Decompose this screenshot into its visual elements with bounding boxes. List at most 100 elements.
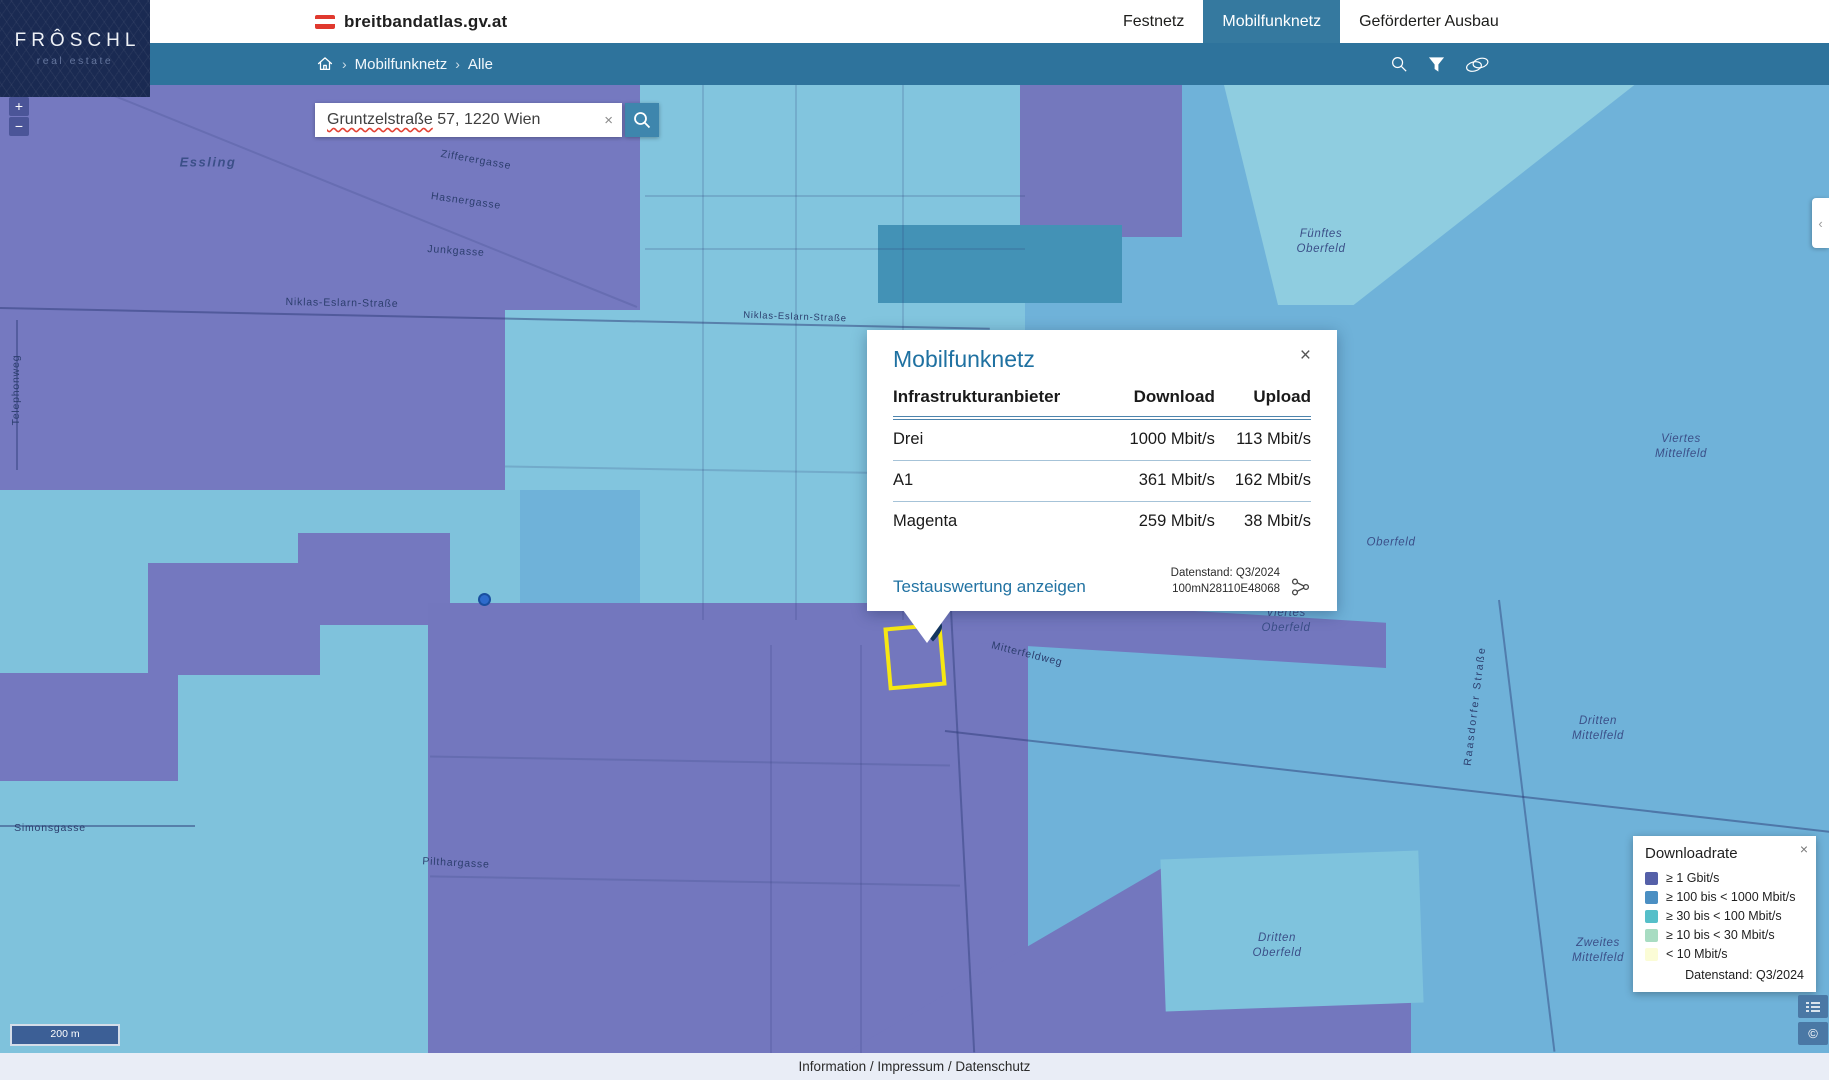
cell-upload: 162 Mbit/s [1214,460,1311,502]
top-header: breitbandatlas.gv.at Festnetz Mobilfunkne… [0,0,1829,43]
areas-icon[interactable] [1464,55,1490,74]
street-line [860,645,862,1053]
tab-mobilfunknetz[interactable]: Mobilfunknetz [1203,0,1341,43]
legend-label: < 10 Mbit/s [1666,947,1728,961]
datenstand-text: Datenstand: Q3/2024 [1170,567,1280,579]
cell-upload: 113 Mbit/s [1214,418,1311,461]
legend-datenstand: Datenstand: Q3/2024 [1685,968,1804,982]
mobilfunknetz-popup: Mobilfunknetz × Infrastrukturanbieter Do… [867,330,1337,644]
cell-provider: Magenta [893,512,958,530]
cell-download: 1000 Mbit/s [1085,418,1215,461]
zoom-in-button[interactable]: + [9,97,29,116]
footer-separator: / [866,1059,878,1074]
street-line [645,195,1025,197]
cell-upload: 38 Mbit/s [1244,512,1311,530]
zoom-controls: + − [9,97,29,136]
search-value-misspelled: Gruntzelstraße [327,111,433,128]
cell-id-text: 100mN28110E48068 [1172,582,1280,595]
copyright-button[interactable]: © [1798,1022,1828,1045]
testauswertung-link[interactable]: Testauswertung anzeigen [893,577,1086,597]
coverage-region [505,310,645,490]
share-icon[interactable] [1290,577,1311,597]
legend-swatch [1645,909,1658,923]
close-icon[interactable]: × [1799,841,1808,857]
legend-toggle-button[interactable] [1798,995,1828,1018]
panel-collapse-handle[interactable]: ‹ [1812,198,1829,248]
legend-swatch [1645,928,1658,942]
search-bar: Gruntzelstraße 57, 1220 Wien × [315,103,659,137]
search-button[interactable] [625,103,659,137]
logo-title: FRÔSCHL [14,30,141,51]
legend-item: < 10 Mbit/s [1645,947,1804,961]
popup-title: Mobilfunknetz [893,346,1035,372]
footer-separator: / [944,1059,956,1074]
breadcrumb: › Mobilfunknetz › Alle [316,43,493,85]
map-corner-buttons: © [1798,995,1828,1045]
coverage-region [0,315,515,490]
table-row: Drei 1000 Mbit/s 113 Mbit/s [893,418,1311,461]
legend-label: ≥ 100 bis < 1000 Mbit/s [1666,890,1796,904]
search-value: 57, 1220 Wien [432,111,541,128]
street-line [944,730,1829,833]
cell-download: 259 Mbit/s [1138,512,1215,530]
filter-icon[interactable] [1428,56,1445,73]
tab-geförderter-ausbau[interactable]: Geförderter Ausbau [1359,12,1499,30]
col-header-upload: Upload [1214,385,1311,420]
street-line [0,825,195,827]
table-row: A1 361 Mbit/s 162 Mbit/s [893,460,1311,502]
legend-swatch [1645,947,1658,961]
legend-label: ≥ 1 Gbit/s [1666,871,1720,885]
street-line [16,320,18,470]
magnifier-icon [634,112,651,129]
provider-table: Infrastrukturanbieter Download Upload Dr… [893,385,1311,542]
tab-festnetz[interactable]: Festnetz [1123,12,1185,30]
coverage-region [298,533,450,625]
search-icon[interactable] [1390,55,1409,74]
legend-item: ≥ 1 Gbit/s [1645,871,1804,885]
close-icon[interactable]: × [1299,345,1311,366]
legend-label: ≥ 30 bis < 100 Mbit/s [1666,909,1782,923]
brand[interactable]: breitbandatlas.gv.at [315,0,507,43]
footer-bar: Information / Impressum / Datenschutz [0,1053,1829,1080]
col-header-download: Download [1085,385,1215,420]
legend-item: ≥ 30 bis < 100 Mbit/s [1645,909,1804,923]
coverage-region [428,603,1028,1053]
legend-title: Downloadrate [1645,845,1738,862]
footer-link-impressum[interactable]: Impressum [877,1059,945,1074]
logo-subtitle: real estate [36,55,114,67]
provider-table-body: Drei 1000 Mbit/s 113 Mbit/s A1 361 Mbit/s 162… [893,418,1311,542]
coverage-region [1160,850,1424,1012]
breadcrumb-item-alle[interactable]: Alle [467,55,493,73]
breadcrumb-separator: › [342,56,347,72]
clear-search-icon[interactable]: × [604,111,613,129]
table-row: Magenta 259 Mbit/s 38 Mbit/s [893,502,1311,543]
street-line [702,85,704,620]
footer-link-datenschutz[interactable]: Datenschutz [955,1059,1031,1074]
list-icon [1806,1001,1820,1012]
legend-swatch [1645,871,1658,885]
zoom-out-button[interactable]: − [9,117,29,136]
street-line [645,248,1025,250]
col-header-provider: Infrastrukturanbieter [893,385,1086,420]
chevron-left-icon: ‹ [1818,215,1823,231]
breadcrumb-bar: › Mobilfunknetz › Alle [0,43,1829,85]
street-line [1498,599,1555,1052]
breadcrumb-item-mobilfunknetz[interactable]: Mobilfunknetz [354,55,448,73]
coverage-region [0,673,178,781]
street-line [770,645,772,1053]
footer-link-information[interactable]: Information [798,1059,867,1074]
toolbar-icons [1390,43,1490,85]
search-input[interactable]: Gruntzelstraße 57, 1220 Wien × [315,103,622,137]
legend-item: ≥ 10 bis < 30 Mbit/s [1645,928,1804,942]
nav-tabs: Festnetz Mobilfunknetz Geförderter Ausbau [1104,0,1518,43]
legend-swatch [1645,890,1658,904]
coverage-region [148,563,320,675]
legend-panel: × Downloadrate ≥ 1 Gbit/s ≥ 100 bis < 100… [1633,836,1816,992]
cell-provider: Drei [893,418,1086,461]
coverage-region [878,225,1122,303]
home-icon[interactable] [316,55,334,73]
street-line [795,85,797,620]
cell-download: 361 Mbit/s [1085,460,1215,502]
froeschl-logo: FRÔSCHL real estate [0,0,150,97]
brand-title: breitbandatlas.gv.at [344,11,508,31]
